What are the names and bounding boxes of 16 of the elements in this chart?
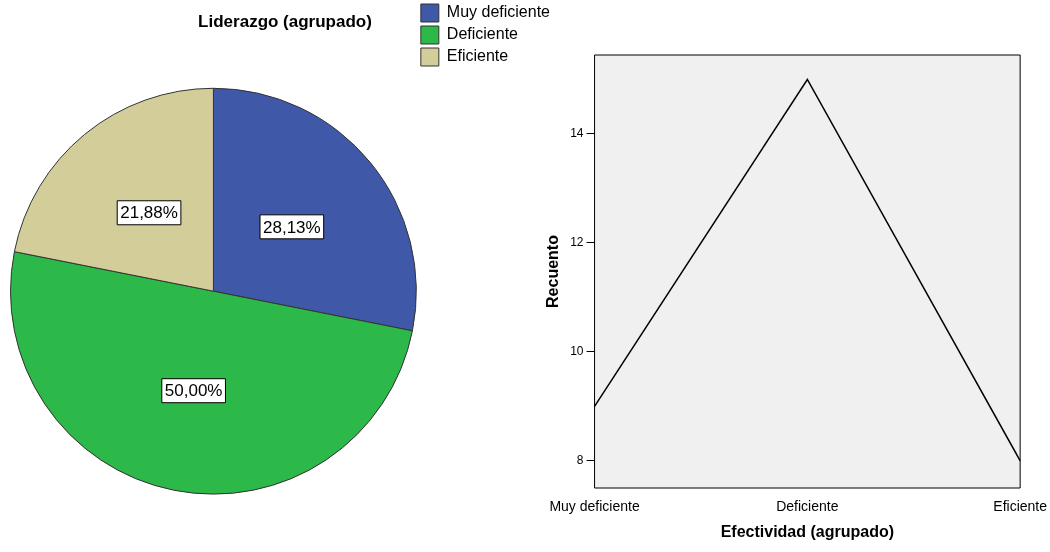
x-tick-label: Deficiente bbox=[776, 498, 839, 515]
legend-label: Eficiente bbox=[446, 47, 509, 65]
text: Liderazgo (agrupado) bbox=[198, 11, 372, 31]
x-tick-label: Muy deficiente bbox=[549, 498, 640, 515]
x-axis-title: Efectividad (agrupado) bbox=[720, 522, 895, 540]
y-tick-label: 10 bbox=[570, 344, 584, 359]
data-label: 21,88% bbox=[120, 203, 178, 223]
y-tick-label: 12 bbox=[570, 235, 584, 250]
y-axis-title: Recuento bbox=[544, 234, 562, 308]
legend-label: Muy deficiente bbox=[446, 3, 551, 21]
y-tick-label: 8 bbox=[576, 453, 584, 468]
data-label: 50,00% bbox=[164, 381, 223, 401]
data-label: 28,13% bbox=[263, 217, 321, 237]
legend-label: Deficiente bbox=[446, 25, 519, 43]
x-tick-label: Eficiente bbox=[993, 498, 1048, 515]
y-tick-label: 14 bbox=[570, 126, 584, 141]
